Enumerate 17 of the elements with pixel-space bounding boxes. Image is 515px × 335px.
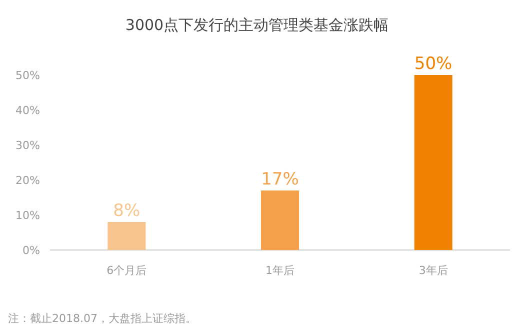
bar <box>261 190 299 250</box>
y-tick-label: 20% <box>16 174 40 187</box>
y-tick-label: 30% <box>16 139 40 152</box>
chart-title: 3000点下发行的主动管理类基金涨跌幅 <box>125 16 389 34</box>
x-tick-label: 1年后 <box>266 264 294 277</box>
y-tick-label: 0% <box>22 244 40 257</box>
bar <box>414 75 452 250</box>
bar <box>108 222 146 250</box>
x-tick-label: 6个月后 <box>106 264 147 277</box>
data-label: 17% <box>261 170 299 190</box>
y-tick-label: 50% <box>16 69 40 82</box>
text: 注：截止2018.07，大盘指上证综指。 <box>8 312 196 325</box>
data-label: 8% <box>113 201 140 221</box>
y-tick-label: 40% <box>16 104 40 117</box>
data-label: 50% <box>414 54 452 74</box>
x-tick-label: 3年后 <box>418 264 448 277</box>
y-tick-label: 10% <box>16 209 40 222</box>
